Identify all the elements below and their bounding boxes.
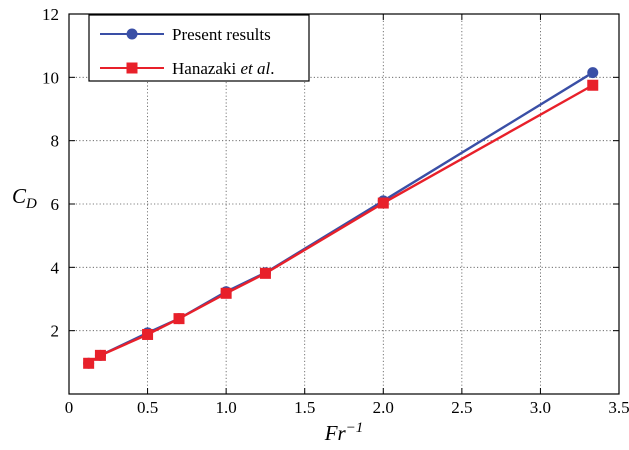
- x-tick-label: 2.0: [373, 398, 394, 417]
- x-axis-title: Fr−1: [324, 420, 364, 445]
- data-point: [259, 267, 271, 279]
- series-line: [87, 71, 594, 365]
- data-series: [83, 67, 599, 369]
- x-tick-label: 0: [65, 398, 74, 417]
- series-line: [87, 84, 594, 365]
- series-0: [83, 67, 599, 369]
- data-point: [142, 328, 154, 340]
- data-point: [220, 287, 232, 299]
- x-tick-label: 1.0: [216, 398, 237, 417]
- data-point: [83, 357, 95, 369]
- legend-box: [88, 14, 310, 82]
- y-tick-label: 10: [42, 68, 59, 87]
- data-point: [587, 79, 599, 91]
- data-point: [173, 313, 185, 325]
- x-tick-label: 1.5: [294, 398, 315, 417]
- x-tick-label: 2.5: [451, 398, 472, 417]
- y-tick-label: 4: [51, 258, 60, 277]
- data-point: [94, 349, 106, 361]
- legend-label-present: Present results: [172, 25, 271, 44]
- data-point: [587, 67, 599, 79]
- legend-marker-hanazaki: [126, 62, 138, 74]
- data-point: [377, 197, 389, 209]
- y-tick-label: 6: [51, 195, 60, 214]
- x-tick-label: 3.5: [608, 398, 629, 417]
- y-axis-title: CD: [12, 184, 37, 212]
- y-tick-label: 2: [51, 322, 60, 341]
- x-tick-label: 0.5: [137, 398, 158, 417]
- legend: Present results Hanazaki et al.: [88, 14, 310, 82]
- y-tick-label: 12: [42, 5, 59, 24]
- y-tick-label: 8: [51, 132, 60, 151]
- legend-marker-present: [126, 28, 138, 40]
- legend-label-hanazaki: Hanazaki et al.: [172, 59, 274, 78]
- x-tick-label: 3.0: [530, 398, 551, 417]
- series-1: [83, 79, 599, 369]
